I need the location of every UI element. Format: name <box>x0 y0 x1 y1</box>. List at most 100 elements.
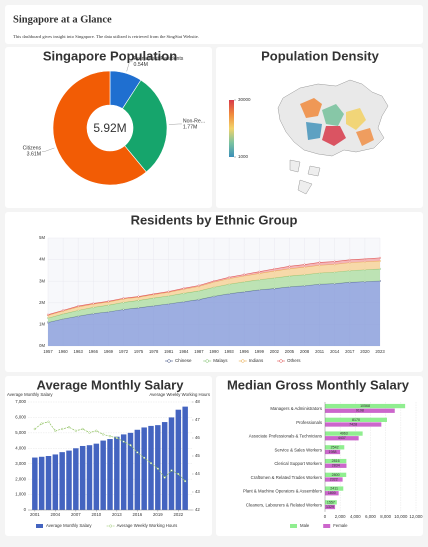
legend-marker <box>205 359 209 363</box>
legend-marker <box>279 359 283 363</box>
value-label: 2411 <box>330 487 338 491</box>
x-tick-label: 2010 <box>92 512 102 517</box>
x-tick-label: 1984 <box>179 349 189 354</box>
header-panel <box>5 5 423 44</box>
point <box>67 426 71 429</box>
x-tick-label: 2023 <box>375 349 385 354</box>
leader-line <box>126 61 133 72</box>
y-tick-label: 2,000 <box>15 476 26 481</box>
x-tick-label: 10,000 <box>394 514 408 519</box>
y-tick-label: 4M <box>39 257 45 262</box>
bar <box>32 457 38 510</box>
y-tick-label: 6,000 <box>15 415 26 420</box>
bar <box>79 445 86 510</box>
value-label: 1329 <box>326 505 334 509</box>
pie-slice <box>122 79 168 173</box>
x-tick-label: 2022 <box>174 512 184 517</box>
chart-title: Population Density <box>261 48 380 63</box>
bar <box>325 486 344 491</box>
map-region <box>346 108 366 130</box>
legend-label: Malays <box>213 358 228 363</box>
map-region <box>356 128 374 146</box>
value-label: 7428 <box>349 422 357 426</box>
area-fill <box>48 268 380 323</box>
value-label: 10568 <box>360 404 370 408</box>
point <box>258 270 261 273</box>
point <box>74 429 77 432</box>
bar <box>325 463 347 468</box>
point <box>54 429 57 432</box>
point <box>40 422 43 425</box>
y2-tick-label: 43 <box>195 489 200 494</box>
point <box>143 456 146 459</box>
legend-swatch <box>323 524 331 528</box>
value-label: 2542 <box>331 445 339 449</box>
map <box>229 79 389 195</box>
bar <box>325 436 359 441</box>
slice-label: Citizens <box>23 146 42 152</box>
x-tick-label: 2016 <box>133 512 143 517</box>
legend-swatch <box>36 524 43 528</box>
panel <box>216 376 423 536</box>
point <box>184 480 187 483</box>
bar <box>325 472 347 477</box>
legend-marker <box>241 359 245 363</box>
point <box>61 427 64 431</box>
bar <box>38 456 45 510</box>
x-tick-label: 2014 <box>330 349 340 354</box>
leader-line <box>168 123 182 125</box>
x-tick-label: 2008 <box>300 349 310 354</box>
x-tick-label: 1978 <box>149 349 159 354</box>
x-tick-label: 2007 <box>71 512 81 517</box>
value-label: 2834 <box>332 464 340 468</box>
category-label: Associate Professionals & Technicians <box>249 434 322 439</box>
map-region <box>306 122 322 140</box>
y-tick-label: 7,000 <box>15 399 26 404</box>
point <box>81 427 84 431</box>
bar <box>134 429 141 510</box>
y-tick-label: 1,000 <box>15 492 26 497</box>
y-tick-label: 3,000 <box>15 461 26 466</box>
y-tick-label: 0M <box>39 343 45 348</box>
x-tick-label: 2020 <box>360 349 370 354</box>
point <box>95 429 98 432</box>
bar <box>325 403 406 409</box>
y2-tick-label: 48 <box>195 399 200 404</box>
value-label: 2322 <box>330 477 338 481</box>
x-tick-label: 1972 <box>119 349 129 354</box>
point <box>122 440 125 443</box>
value-label: 1557 <box>327 500 335 504</box>
bar <box>325 417 387 422</box>
chart-title: Median Gross Monthly Salary <box>227 377 410 392</box>
area-fill <box>48 260 380 319</box>
slice-label: Permanent Residents <box>134 56 184 62</box>
bar <box>73 448 79 510</box>
legend-label: Indians <box>249 358 264 363</box>
x-tick-label: 2005 <box>285 349 295 354</box>
bar <box>120 434 127 510</box>
colorbar-label: 30000 <box>238 97 251 102</box>
y-tick-label: 4,000 <box>15 445 26 450</box>
point <box>137 295 140 298</box>
x-tick-label: 1966 <box>89 349 99 354</box>
category-label: Managers & Administrators <box>270 406 322 411</box>
point <box>122 297 125 300</box>
pie-slice <box>52 70 147 186</box>
category-label: Clerical Support Workers <box>274 461 322 466</box>
x-tick-label: 1963 <box>74 349 84 354</box>
x-tick-label: 1999 <box>255 349 265 354</box>
x-tick-label: 6,000 <box>365 514 376 519</box>
map-region <box>322 126 346 146</box>
legend-label: Others <box>287 358 301 363</box>
point <box>288 265 291 268</box>
y-tick-label: 5,000 <box>15 430 26 435</box>
point <box>333 260 336 263</box>
point <box>77 305 80 308</box>
bar <box>114 436 120 510</box>
point <box>92 302 95 305</box>
bar <box>127 432 134 510</box>
bar <box>325 477 343 482</box>
bar <box>168 417 175 510</box>
point <box>33 427 36 431</box>
category-label: Service & Sales Workers <box>275 447 322 452</box>
